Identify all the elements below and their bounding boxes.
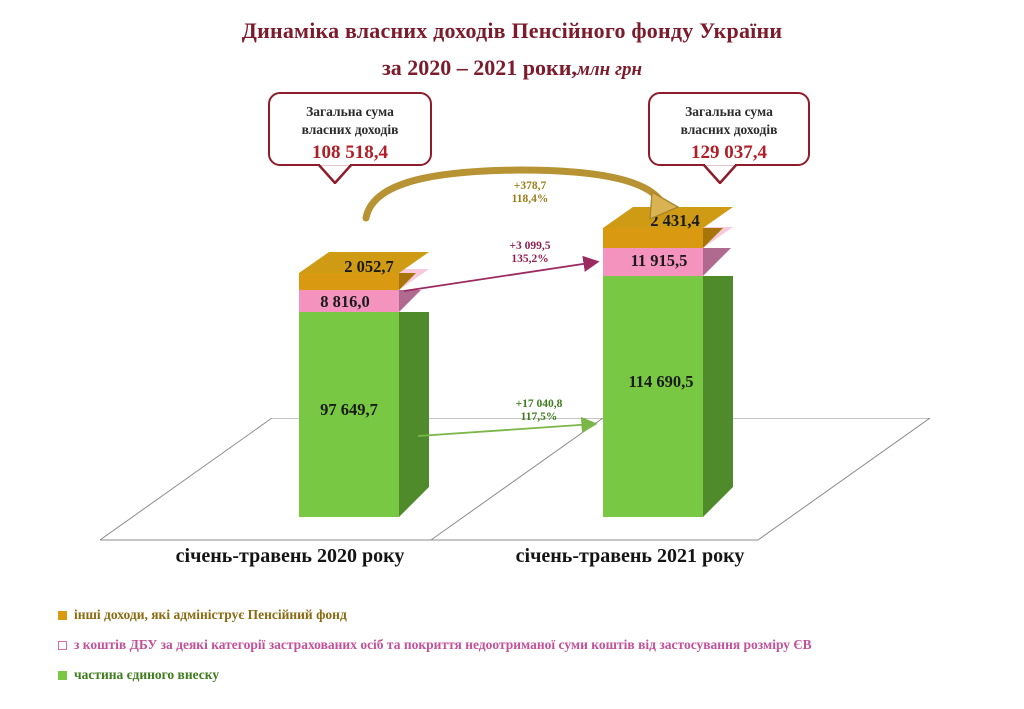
bar-2020-segment-unified-contribution bbox=[299, 312, 399, 517]
square-swatch-orange-icon bbox=[58, 610, 67, 620]
annotation-other-income: +378,7 118,4% bbox=[470, 180, 590, 206]
bar-2020[interactable]: 2 052,7 8 816,0 97 649,7 bbox=[299, 252, 429, 517]
callout-label-line2: власних доходів bbox=[301, 122, 399, 137]
chart-title: Динаміка власних доходів Пенсійного фонд… bbox=[0, 16, 1024, 86]
callout-label-line1: Загальна сума bbox=[306, 104, 394, 119]
callout-label-line2: власних доходів bbox=[680, 122, 778, 137]
segment-front-face bbox=[603, 276, 703, 517]
bar-2021[interactable]: 2 431,4 11 915,5 114 690,5 bbox=[603, 204, 733, 517]
segment-front-face bbox=[603, 248, 703, 276]
legend-item-label: частина єдиного внеску bbox=[74, 667, 220, 682]
callout-total-value: 129 037,4 bbox=[691, 142, 767, 163]
segment-side-face bbox=[399, 312, 429, 517]
annotation-state-budget: +3 099,5 135,2% bbox=[470, 240, 590, 266]
chart-legend: інші доходи, які адмініструє Пенсійний ф… bbox=[58, 606, 998, 696]
category-label-2021: січень-травень 2021 року bbox=[515, 545, 745, 567]
bar-2021-segment-other-income bbox=[603, 207, 733, 248]
chart-title-line1: Динаміка власних доходів Пенсійного фонд… bbox=[241, 18, 783, 43]
annotation-percent: 135,2% bbox=[511, 253, 549, 265]
segment-front-face bbox=[299, 273, 399, 290]
chart-title-years: за 2020 – 2021 роки, bbox=[381, 55, 577, 80]
square-swatch-green-icon bbox=[58, 670, 67, 680]
annotation-percent: 117,5% bbox=[520, 411, 558, 423]
bar-2021-segment-unified-contribution bbox=[603, 276, 703, 517]
annotation-delta: +17 040,8 bbox=[515, 398, 563, 410]
annotation-delta: +378,7 bbox=[513, 180, 547, 192]
bar-2020-label-unified-contribution: 97 649,7 bbox=[320, 400, 378, 419]
segment-front-face bbox=[299, 312, 399, 517]
bar-2021-label-other-income: 2 431,4 bbox=[650, 211, 700, 230]
growth-arrow-state-budget bbox=[403, 255, 600, 292]
segment-front-face bbox=[603, 228, 703, 248]
square-swatch-pink-icon bbox=[58, 640, 67, 650]
legend-item-label: з коштів ДБУ за деякі категорії застрахо… bbox=[74, 637, 812, 652]
chart-floor-plane bbox=[100, 418, 930, 541]
segment-front-face bbox=[299, 290, 399, 312]
legend-item-label: інші доходи, які адмініструє Пенсійний ф… bbox=[74, 607, 347, 622]
category-label-2020: січень-травень 2020 року bbox=[175, 545, 405, 567]
chart-title-unit: млн грн bbox=[576, 59, 643, 80]
legend-item-state-budget[interactable]: з коштів ДБУ за деякі категорії застрахо… bbox=[58, 636, 998, 654]
bar-2020-label-other-income: 2 052,7 bbox=[344, 257, 394, 276]
chart-title-line2: за 2020 – 2021 роки,млн грн bbox=[0, 52, 1024, 86]
callout-tail-2021 bbox=[703, 164, 737, 184]
annotation-percent: 118,4% bbox=[511, 193, 549, 205]
segment-side-face bbox=[399, 290, 429, 312]
callout-label-line1: Загальна сума bbox=[685, 104, 773, 119]
bar-2021-label-state-budget: 11 915,5 bbox=[630, 251, 688, 270]
segment-side-face bbox=[703, 228, 733, 248]
annotation-unified-contribution: +17 040,8 117,5% bbox=[476, 398, 602, 424]
callout-tail-2020 bbox=[318, 164, 352, 184]
bar-2020-label-state-budget: 8 816,0 bbox=[320, 292, 370, 311]
legend-item-unified-contribution[interactable]: частина єдиного внеску bbox=[58, 666, 998, 684]
segment-top-face bbox=[299, 252, 429, 273]
bar-2021-label-unified-contribution: 114 690,5 bbox=[628, 372, 694, 391]
callout-total-value: 108 518,4 bbox=[312, 142, 388, 163]
segment-side-face bbox=[703, 276, 733, 517]
annotation-delta: +3 099,5 bbox=[509, 240, 551, 252]
callout-total-2020: Загальна сума власних доходів 108 518,4 bbox=[268, 92, 432, 166]
legend-item-other-income[interactable]: інші доходи, які адмініструє Пенсійний ф… bbox=[58, 606, 998, 624]
callout-total-2021: Загальна сума власних доходів 129 037,4 bbox=[648, 92, 810, 166]
